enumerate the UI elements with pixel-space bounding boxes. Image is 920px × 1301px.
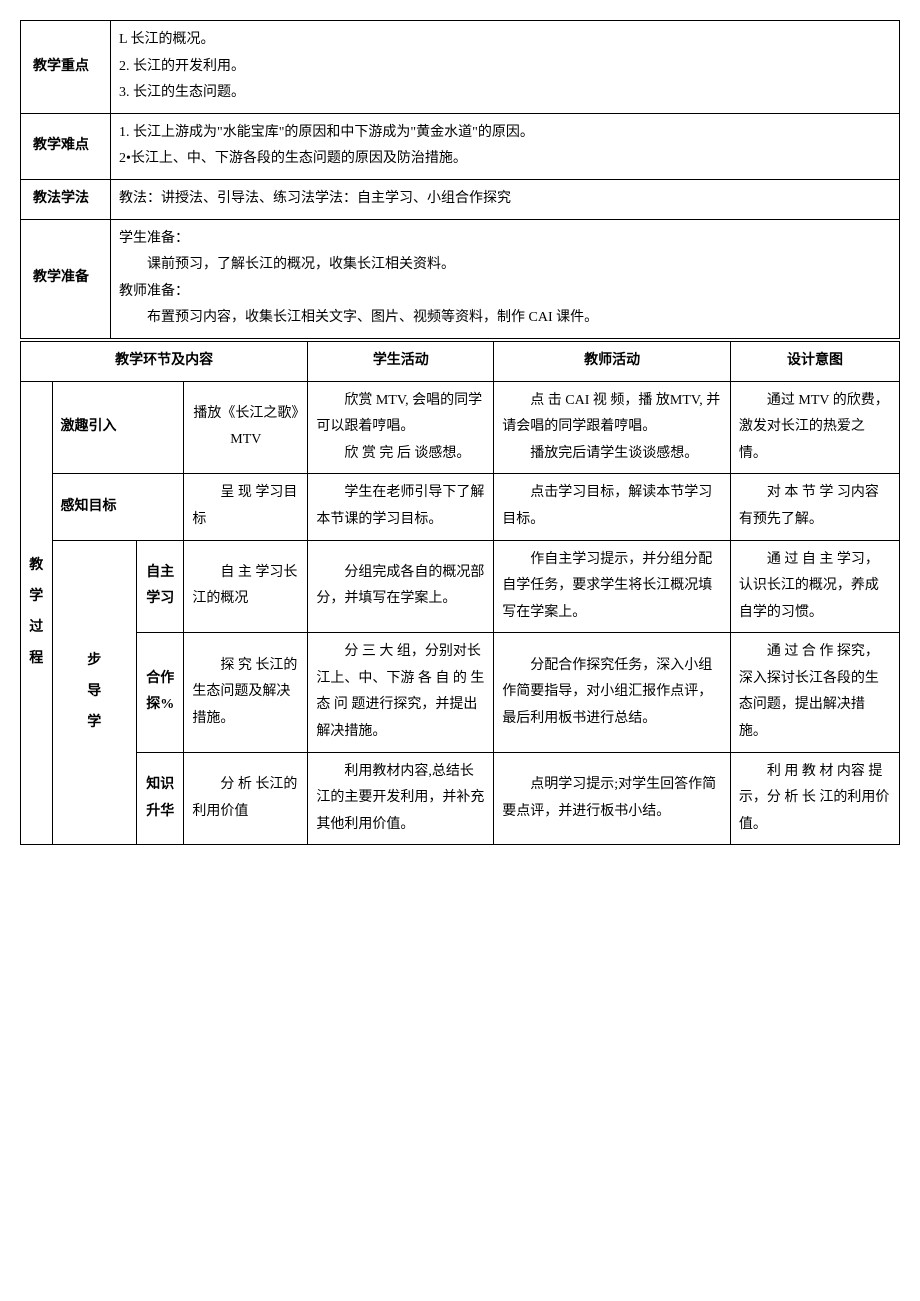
label-teaching-prep: 教学准备 [21,219,111,338]
sub-coop: 合作探% [137,633,184,752]
row-teaching-focus: 教学重点 L 长江的概况。 2. 长江的开发利用。 3. 长江的生态问题。 [21,21,900,114]
content-teaching-difficulty: 1. 长江上游成为"水能宝库"的原因和中下游成为"黄金水道"的原因。 2•长江上… [111,113,900,179]
header-design: 设计意图 [730,341,899,381]
student-intro: 欣赏 MTV, 会唱的同学可以跟着哼唱。 欣 赏 完 后 谈感想。 [308,381,494,474]
label-teaching-difficulty: 教学难点 [21,113,111,179]
row-coop: 合作探% 探 究 长江的生态问题及解决措施。 分 三 大 组，分别对长江上、中、… [21,633,900,752]
row-goal: 感知目标 呈 现 学习目标 学生在老师引导下了解本节课的学习目标。 点击学习目标… [21,474,900,540]
teacher-coop: 分配合作探究任务，深入小组作简要指导，对小组汇报作点评，最后利用板书进行总结。 [494,633,731,752]
teacher-intro: 点 击 CAI 视 频，播 放MTV, 并请会唱的同学跟着哼唱。 播放完后请学生… [494,381,731,474]
header-student: 学生活动 [308,341,494,381]
student-coop: 分 三 大 组，分别对长江上、中、下游 各 自 的 生 态 问 题进行探究，并提… [308,633,494,752]
content-selfstudy: 自 主 学习长江的概况 [184,540,308,633]
student-knowledge: 利用教材内容,总结长江的主要开发利用，并补充其他利用价值。 [308,752,494,845]
teacher-goal: 点击学习目标，解读本节学习目标。 [494,474,731,540]
section-intro: 激趣引入 [52,381,184,474]
label-teaching-method: 教法学法 [21,179,111,219]
section-goal: 感知目标 [52,474,184,540]
header-teacher: 教师活动 [494,341,731,381]
header-segment: 教学环节及内容 [21,341,308,381]
content-teaching-focus: L 长江的概况。 2. 长江的开发利用。 3. 长江的生态问题。 [111,21,900,114]
row-teaching-prep: 教学准备 学生准备： 课前预习，了解长江的概况，收集长江相关资料。 教师准备： … [21,219,900,338]
student-selfstudy: 分组完成各自的概况部分，并填写在学案上。 [308,540,494,633]
design-coop: 通 过 合 作 探究，深入探讨长江各段的生态问题，提出解决措施。 [730,633,899,752]
design-intro: 通过 MTV 的欣费，激发对长江的热爱之情。 [730,381,899,474]
content-teaching-method: 教法：讲授法、引导法、练习法学法：自主学习、小组合作探究 [111,179,900,219]
sub-selfstudy: 自主学习 [137,540,184,633]
design-selfstudy: 通 过 自 主 学习，认识长江的概况，养成自学的习惯。 [730,540,899,633]
content-coop: 探 究 长江的生态问题及解决措施。 [184,633,308,752]
student-goal: 学生在老师引导下了解本节课的学习目标。 [308,474,494,540]
sub-knowledge: 知识升华 [137,752,184,845]
label-teaching-focus: 教学重点 [21,21,111,114]
teacher-knowledge: 点明学习提示;对学生回答作简要点评，并进行板书小结。 [494,752,731,845]
design-knowledge: 利 用 教 材 内容 提 示，分 析 长 江的利用价值。 [730,752,899,845]
content-teaching-prep: 学生准备： 课前预习，了解长江的概况，收集长江相关资料。 教师准备： 布置预习内… [111,219,900,338]
row-teaching-method: 教法学法 教法：讲授法、引导法、练习法学法：自主学习、小组合作探究 [21,179,900,219]
row-teaching-difficulty: 教学难点 1. 长江上游成为"水能宝库"的原因和中下游成为"黄金水道"的原因。 … [21,113,900,179]
budao-label-text: 步导学 [87,653,101,730]
row-selfstudy: 步导学 自主学习 自 主 学习长江的概况 分组完成各自的概况部分，并填写在学案上… [21,540,900,633]
content-intro: 播放《长江之歌》MTV [184,381,308,474]
process-table: 教学环节及内容 学生活动 教师活动 设计意图 教学过程 激趣引入 播放《长江之歌… [20,341,900,846]
process-header-row: 教学环节及内容 学生活动 教师活动 设计意图 [21,341,900,381]
design-goal: 对 本 节 学 习内容有预先了解。 [730,474,899,540]
teacher-selfstudy: 作自主学习提示，并分组分配自学任务，要求学生将长江概况填写在学案上。 [494,540,731,633]
row-intro: 教学过程 激趣引入 播放《长江之歌》MTV 欣赏 MTV, 会唱的同学可以跟着哼… [21,381,900,474]
group-budao: 步导学 [52,540,137,845]
top-info-table: 教学重点 L 长江的概况。 2. 长江的开发利用。 3. 长江的生态问题。 教学… [20,20,900,339]
row-knowledge: 知识升华 分 析 长江的利用价值 利用教材内容,总结长江的主要开发利用，并补充其… [21,752,900,845]
content-goal: 呈 现 学习目标 [184,474,308,540]
label-process: 教学过程 [21,381,53,845]
proc-label-text: 教学过程 [29,558,43,665]
content-knowledge: 分 析 长江的利用价值 [184,752,308,845]
